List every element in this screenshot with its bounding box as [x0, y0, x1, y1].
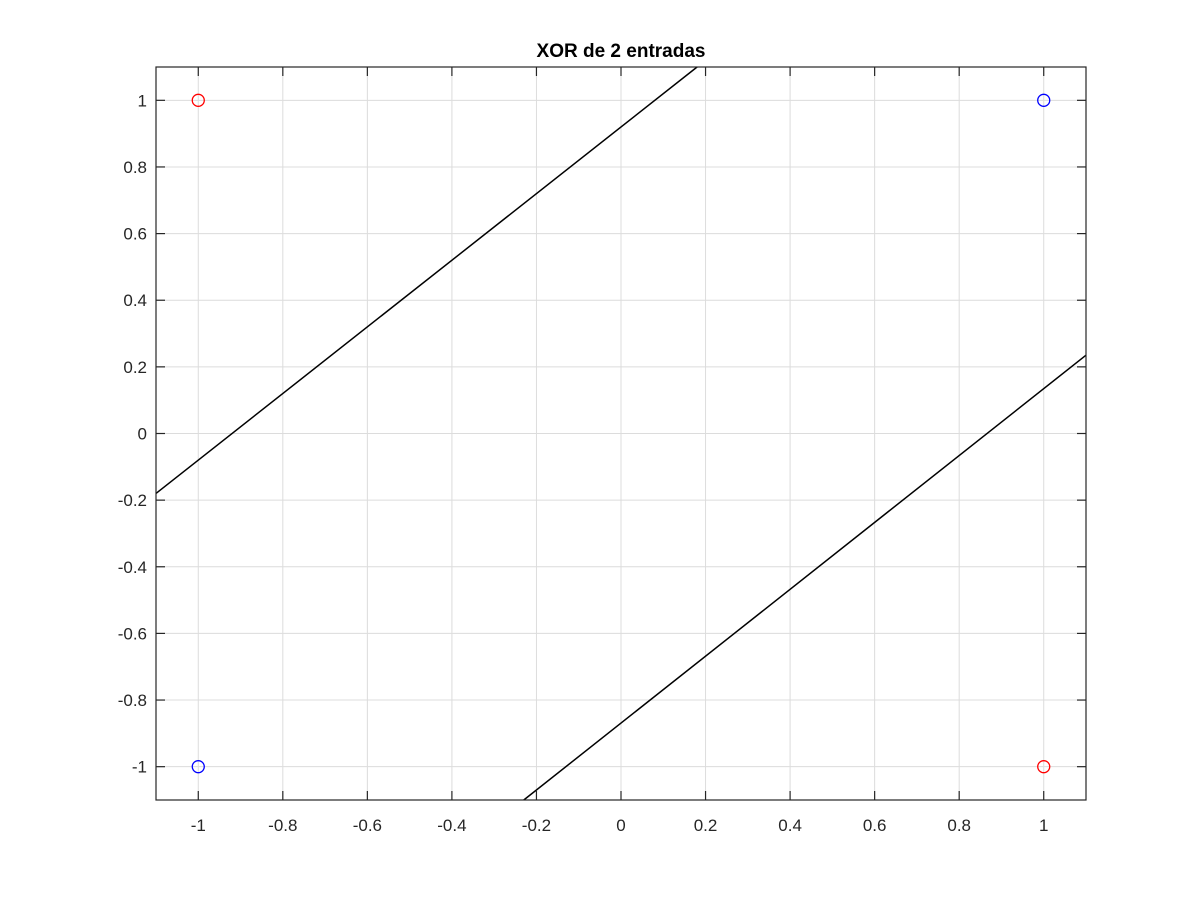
x-tick-label: 0.4 [778, 816, 802, 835]
y-tick-label: -0.4 [118, 558, 147, 577]
y-tick-label: -0.8 [118, 691, 147, 710]
x-tick-label: 1 [1039, 816, 1048, 835]
lines-layer [155, 66, 1087, 801]
ticks-layer [156, 67, 1086, 800]
x-tick-label: -0.8 [268, 816, 297, 835]
x-tick-label: -0.2 [522, 816, 551, 835]
y-tick-label: -0.6 [118, 624, 147, 643]
chart-title: XOR de 2 entradas [537, 41, 706, 62]
data-point-4 [1037, 760, 1051, 774]
y-tick-label: 0.8 [123, 158, 147, 177]
data-point-3 [191, 760, 205, 774]
y-tick-label: -1 [132, 758, 147, 777]
decision-line-2 [523, 354, 1087, 801]
y-tick-labels: -1 -0.8 -0.6 -0.4 -0.2 0 0.2 0.4 0.6 0.8 1 [118, 91, 147, 776]
y-tick-label: 0.6 [123, 225, 147, 244]
points-layer [191, 93, 1051, 774]
decision-line-1 [155, 66, 698, 495]
grid-layer [156, 67, 1086, 800]
data-point-2 [1037, 93, 1051, 107]
y-tick-label: 0.2 [123, 358, 147, 377]
x-tick-label: -0.4 [437, 816, 466, 835]
y-tick-label: 0.4 [123, 291, 147, 310]
x-tick-labels: -1 -0.8 -0.6 -0.4 -0.2 0 0.2 0.4 0.6 0.8 1 [191, 816, 1049, 835]
x-tick-label: 0.8 [947, 816, 971, 835]
x-tick-label: 0 [616, 816, 625, 835]
x-tick-label: 0.2 [694, 816, 718, 835]
x-tick-label: -0.6 [353, 816, 382, 835]
x-tick-label: 0.6 [863, 816, 887, 835]
data-point-1 [191, 93, 205, 107]
y-tick-label: -0.2 [118, 491, 147, 510]
x-tick-label: -1 [191, 816, 206, 835]
y-tick-label: 0 [138, 425, 147, 444]
y-tick-label: 1 [138, 91, 147, 110]
